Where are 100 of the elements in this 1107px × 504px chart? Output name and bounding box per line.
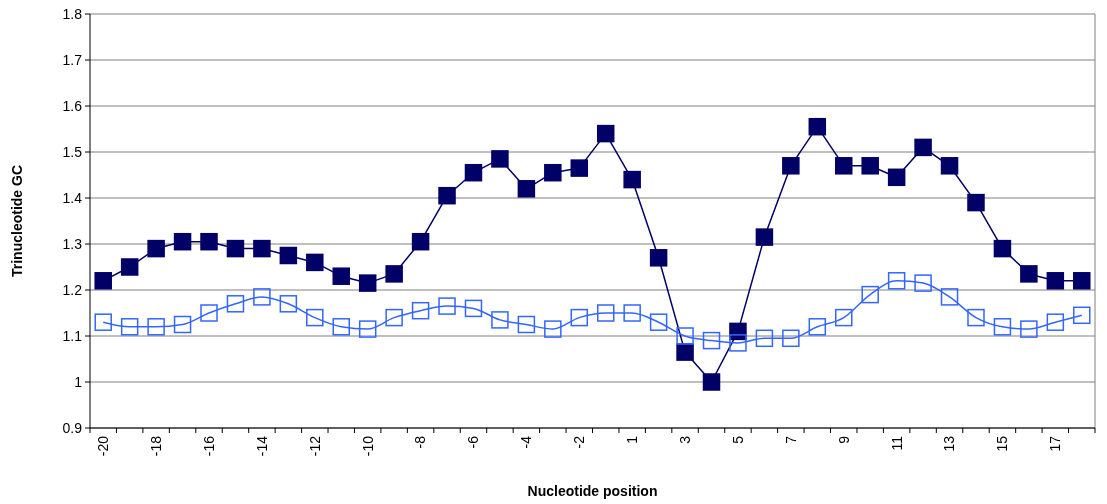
x-tick-label: 13 xyxy=(941,435,958,452)
x-tick-label: -12 xyxy=(306,435,323,457)
point xyxy=(200,304,218,322)
point xyxy=(940,288,959,306)
point xyxy=(279,295,298,313)
x-tick-label: -20 xyxy=(95,435,112,457)
point xyxy=(914,274,932,292)
x-tick-label: -16 xyxy=(200,435,217,457)
point xyxy=(649,249,668,267)
y-tick-label: 1 xyxy=(74,373,83,390)
x-tick-label: 9 xyxy=(835,435,852,444)
point xyxy=(332,267,350,285)
point xyxy=(1020,265,1038,283)
y-tick-label: 1.1 xyxy=(62,327,83,344)
point xyxy=(623,304,641,322)
point xyxy=(914,138,932,157)
point xyxy=(226,295,245,313)
x-tick-label: -14 xyxy=(253,435,270,457)
point xyxy=(438,297,456,315)
point xyxy=(306,308,324,327)
x-tick-label: -4 xyxy=(518,435,535,449)
x-tick-label: 15 xyxy=(994,435,1011,452)
point xyxy=(808,318,827,336)
x-tick-label: 3 xyxy=(676,435,693,444)
y-tick-label: 1.4 xyxy=(62,189,83,206)
point xyxy=(279,246,298,265)
point xyxy=(729,334,747,352)
point xyxy=(861,157,879,175)
point xyxy=(967,193,985,212)
y-tick-label: 1.8 xyxy=(62,5,83,22)
point xyxy=(596,304,615,322)
point xyxy=(676,343,694,361)
y-tick-label: 1.2 xyxy=(62,281,83,298)
point xyxy=(755,329,774,348)
point xyxy=(993,239,1012,258)
x-tick-label: -6 xyxy=(465,435,482,449)
point xyxy=(517,180,536,198)
point xyxy=(438,186,456,205)
point xyxy=(993,318,1012,336)
point xyxy=(808,117,827,136)
point xyxy=(1046,313,1065,331)
point xyxy=(385,308,403,327)
point xyxy=(120,318,139,336)
point xyxy=(570,159,589,177)
point xyxy=(649,313,668,331)
x-tick-label: 7 xyxy=(782,435,799,444)
x-tick-label: -2 xyxy=(571,435,588,449)
point xyxy=(1073,272,1091,290)
point xyxy=(147,318,165,336)
x-tick-label: 5 xyxy=(729,435,746,444)
x-tick-label: -8 xyxy=(412,435,429,449)
point xyxy=(782,157,800,175)
point xyxy=(173,232,192,251)
point xyxy=(120,258,139,276)
point xyxy=(782,329,800,348)
point xyxy=(544,163,562,182)
point xyxy=(226,239,245,258)
point xyxy=(491,311,509,329)
point xyxy=(94,272,112,290)
point xyxy=(464,163,483,182)
point xyxy=(94,313,112,331)
point xyxy=(491,150,509,168)
point xyxy=(544,320,562,338)
point xyxy=(147,239,165,258)
y-tick-label: 1.6 xyxy=(62,97,83,114)
point xyxy=(702,331,721,350)
point xyxy=(517,315,536,334)
point xyxy=(623,170,641,189)
y-tick-label: 1.3 xyxy=(62,235,83,252)
point xyxy=(596,124,615,143)
point xyxy=(173,315,192,334)
point xyxy=(967,308,985,327)
x-tick-label: 17 xyxy=(1047,435,1064,452)
point xyxy=(306,253,324,272)
point xyxy=(1046,272,1065,290)
point xyxy=(385,265,403,283)
point xyxy=(411,301,430,320)
y-tick-label: 0.9 xyxy=(62,419,83,436)
x-tick-label: 11 xyxy=(888,435,905,451)
y-axis-title: Trinucleotide GC xyxy=(9,164,25,278)
point xyxy=(940,157,959,175)
point xyxy=(835,157,853,175)
point xyxy=(755,228,774,246)
point xyxy=(570,308,589,327)
point xyxy=(358,274,377,292)
point xyxy=(861,285,879,304)
y-tick-label: 1.5 xyxy=(62,143,83,160)
point xyxy=(887,168,906,187)
x-axis-title: Nucleotide position xyxy=(527,483,658,499)
point xyxy=(358,320,377,338)
point xyxy=(835,308,853,327)
point xyxy=(702,373,721,391)
point xyxy=(332,318,350,336)
y-tick-label: 1.7 xyxy=(62,51,83,68)
point xyxy=(253,239,271,258)
point xyxy=(887,272,906,290)
point xyxy=(1073,306,1091,325)
point xyxy=(253,288,271,306)
point xyxy=(1020,320,1038,338)
point xyxy=(464,299,483,318)
